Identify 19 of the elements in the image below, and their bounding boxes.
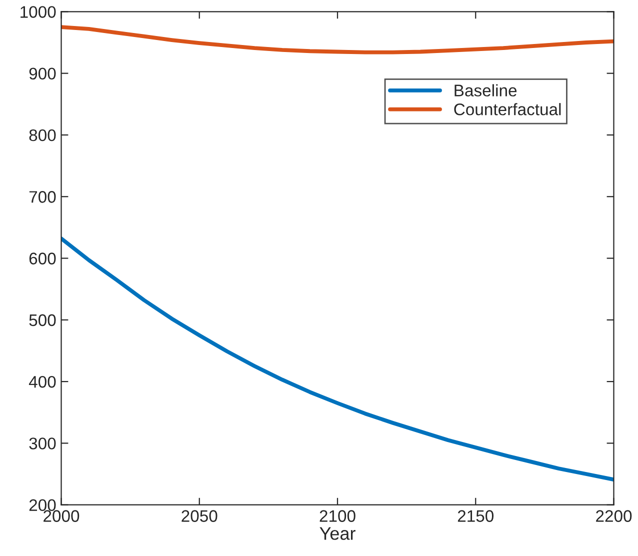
x-axis-title: Year xyxy=(320,527,356,540)
line-series xyxy=(61,236,614,482)
y-tick-label: 700 xyxy=(29,191,56,203)
y-tick-label: 200 xyxy=(29,499,56,512)
y-tick-label: 800 xyxy=(29,129,56,142)
y-tick-label: 900 xyxy=(29,68,56,80)
x-tick-label: 2200 xyxy=(596,510,632,522)
line-series xyxy=(61,25,614,54)
legend-label: Baseline xyxy=(454,84,517,96)
y-tick-label: 500 xyxy=(29,314,56,326)
x-tick-label: 2000 xyxy=(44,510,80,522)
x-tick-label: 2050 xyxy=(182,510,218,522)
y-tick-label: 300 xyxy=(29,438,56,450)
y-tick-label: 400 xyxy=(28,376,56,388)
y-tick-label: 600 xyxy=(29,252,56,264)
x-tick-label: 2100 xyxy=(320,510,356,522)
x-tick-label: 2150 xyxy=(458,510,494,522)
y-tick-label: 1000 xyxy=(20,6,56,18)
legend-label: Counterfactual xyxy=(454,103,561,116)
